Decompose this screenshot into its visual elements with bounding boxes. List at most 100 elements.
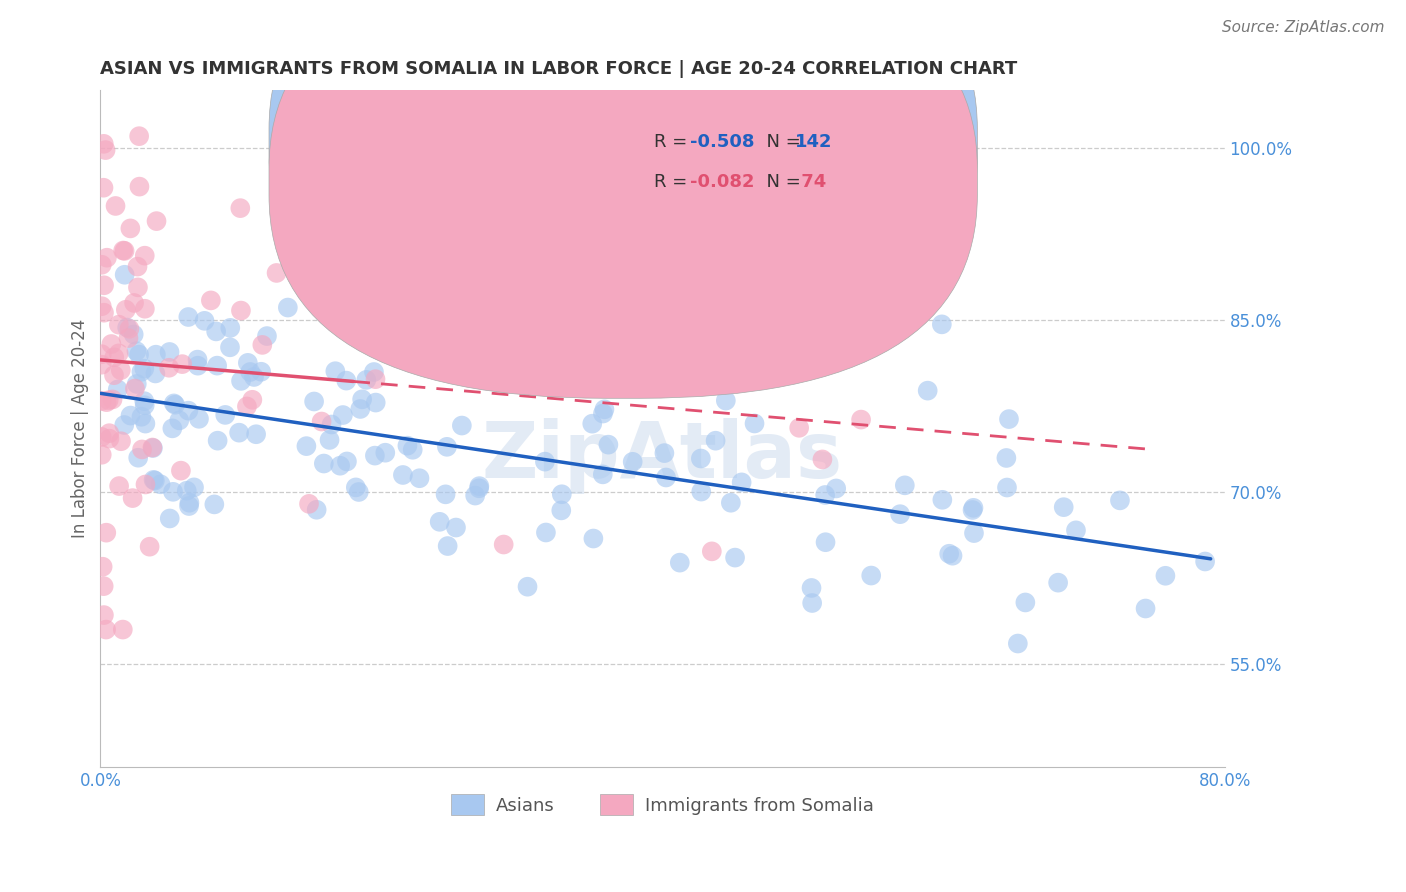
Point bbox=[962, 500, 984, 515]
Point bbox=[243, 370, 266, 384]
Point bbox=[176, 483, 198, 498]
Point bbox=[183, 480, 205, 494]
Point bbox=[941, 549, 963, 563]
Point bbox=[128, 348, 150, 362]
Point bbox=[177, 403, 200, 417]
Point bbox=[349, 401, 371, 416]
Point bbox=[318, 433, 340, 447]
Point bbox=[114, 244, 136, 258]
Point bbox=[91, 559, 114, 574]
Point bbox=[669, 556, 692, 570]
Point bbox=[145, 348, 167, 362]
Point bbox=[1014, 595, 1036, 609]
Point bbox=[229, 201, 252, 215]
Point bbox=[134, 361, 156, 376]
Point bbox=[93, 306, 115, 320]
Point bbox=[283, 231, 305, 245]
Point bbox=[450, 418, 472, 433]
Point bbox=[429, 515, 451, 529]
Point bbox=[704, 434, 727, 448]
Point bbox=[311, 415, 333, 429]
Point bbox=[329, 458, 352, 473]
Point bbox=[96, 251, 118, 265]
Point bbox=[860, 568, 883, 582]
Point bbox=[305, 502, 328, 516]
Point bbox=[917, 384, 939, 398]
Point bbox=[744, 417, 766, 431]
Point bbox=[931, 318, 953, 332]
Point bbox=[478, 273, 501, 287]
Point bbox=[962, 503, 984, 517]
Point bbox=[219, 340, 242, 354]
Point bbox=[108, 318, 131, 332]
Point bbox=[689, 451, 711, 466]
Point bbox=[250, 365, 273, 379]
Point bbox=[177, 499, 200, 513]
Point bbox=[219, 321, 242, 335]
Point bbox=[131, 365, 153, 379]
Point bbox=[179, 496, 201, 510]
Point bbox=[720, 496, 742, 510]
Point bbox=[392, 467, 415, 482]
Point bbox=[159, 511, 181, 525]
Point bbox=[114, 302, 136, 317]
Point bbox=[995, 481, 1018, 495]
Point bbox=[516, 580, 538, 594]
Point bbox=[94, 623, 117, 637]
Point bbox=[98, 426, 121, 441]
Point bbox=[103, 351, 125, 365]
Point bbox=[90, 448, 112, 462]
Point bbox=[131, 409, 153, 424]
Point bbox=[1109, 493, 1132, 508]
Point bbox=[364, 372, 387, 386]
Point bbox=[127, 260, 149, 274]
Point bbox=[534, 455, 557, 469]
Point bbox=[134, 249, 156, 263]
Point bbox=[582, 532, 605, 546]
Point bbox=[323, 364, 346, 378]
Point bbox=[335, 374, 357, 388]
Point bbox=[90, 358, 112, 372]
Point bbox=[364, 449, 387, 463]
Point bbox=[229, 303, 252, 318]
Point bbox=[408, 471, 430, 485]
Point bbox=[302, 394, 325, 409]
Point bbox=[444, 520, 467, 534]
Point bbox=[193, 314, 215, 328]
Point bbox=[111, 623, 134, 637]
Text: ZipAtlas: ZipAtlas bbox=[482, 417, 844, 494]
Point bbox=[592, 467, 614, 482]
Legend: Asians, Immigrants from Somalia: Asians, Immigrants from Somalia bbox=[444, 788, 882, 822]
Point bbox=[145, 367, 167, 381]
Point bbox=[995, 450, 1018, 465]
Point bbox=[120, 221, 142, 235]
Point bbox=[240, 392, 263, 407]
Point bbox=[188, 412, 211, 426]
Point bbox=[236, 356, 259, 370]
Point bbox=[127, 450, 149, 465]
Point bbox=[143, 474, 166, 488]
Point bbox=[125, 376, 148, 391]
Point bbox=[1053, 500, 1076, 515]
Point bbox=[621, 455, 644, 469]
Point bbox=[165, 398, 187, 412]
Point bbox=[162, 421, 184, 435]
Point bbox=[205, 359, 228, 373]
Point bbox=[128, 129, 150, 144]
Point bbox=[114, 268, 136, 282]
Point bbox=[581, 417, 603, 431]
Point bbox=[396, 439, 419, 453]
Point bbox=[931, 492, 953, 507]
Text: -0.082: -0.082 bbox=[689, 173, 754, 191]
Point bbox=[101, 392, 124, 407]
Text: -0.508: -0.508 bbox=[689, 134, 754, 152]
Point bbox=[90, 347, 112, 361]
Point bbox=[492, 537, 515, 551]
Point bbox=[367, 333, 389, 347]
Point bbox=[229, 374, 252, 388]
Point bbox=[239, 365, 262, 379]
Point bbox=[200, 293, 222, 308]
Point bbox=[598, 437, 620, 451]
Point bbox=[374, 446, 396, 460]
Text: N =: N = bbox=[755, 134, 806, 152]
